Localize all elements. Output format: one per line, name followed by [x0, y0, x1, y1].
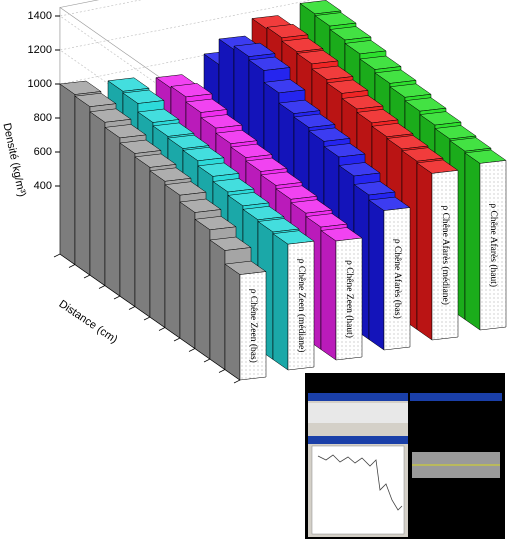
ribbon-slab [321, 228, 362, 361]
y-tick-label: 1000 [28, 78, 52, 90]
x-tick [84, 275, 90, 278]
x-tick [234, 380, 240, 383]
y-tick-label: 1200 [28, 44, 52, 56]
ribbon-slab [225, 261, 266, 380]
x-tick [99, 286, 105, 289]
x-tick [204, 359, 210, 362]
ribbon-slab [465, 150, 506, 330]
y-tick-label: 600 [34, 146, 52, 158]
series-label: ρ Chêne Zeen (haut) [344, 260, 355, 338]
slab-side [165, 185, 180, 338]
slab-side [417, 163, 432, 340]
ribbon-slab [273, 231, 314, 370]
y-axis-label: Densité (kg/m³) [0, 122, 27, 198]
slab-side [60, 84, 75, 265]
slab-side [180, 202, 195, 349]
x-tick [189, 349, 195, 352]
slab-side [465, 153, 480, 330]
x-tick [129, 307, 135, 310]
x-axis-label: Distance (cm) [57, 298, 120, 346]
series-label: ρ Chêne Zeen (médiane) [296, 259, 307, 353]
slab-side [210, 240, 225, 370]
x-tick [159, 328, 165, 331]
x-tick [174, 338, 180, 341]
slab-side [195, 219, 210, 359]
y-tick-label: 1400 [28, 10, 52, 22]
x-tick [219, 370, 225, 373]
series-label: ρ Chêne Afarès (haut) [488, 203, 499, 287]
slab-side [105, 127, 120, 296]
slab-side [321, 231, 336, 361]
slab-side [75, 96, 90, 275]
series-label: ρ Chêne Afarès (médiane) [440, 205, 451, 304]
ribbon-slab [417, 160, 458, 340]
x-tick [69, 265, 75, 268]
slab-side [90, 112, 105, 286]
y-tick-label: 800 [34, 112, 52, 124]
slab-side [120, 143, 135, 307]
x-tick [144, 317, 150, 320]
page: 400 600 800 1000 1200 1400 ρ Chêne Afarès (ha… [0, 0, 517, 539]
chart: 400 600 800 1000 1200 1400 ρ Chêne Afarès (ha… [0, 0, 517, 539]
x-tick [54, 254, 60, 257]
slab-side [225, 264, 240, 380]
x-tick [114, 296, 120, 299]
inset-screenshot [305, 373, 505, 539]
series-label: ρ Chêne Afarès (bas) [392, 239, 403, 319]
series-label: ρ Chêne Zeen (bas) [248, 289, 259, 363]
slab-side [273, 234, 288, 370]
slab-side [135, 157, 150, 317]
slab-side [150, 171, 165, 328]
y-tick-label: 400 [34, 180, 52, 192]
slab-side [369, 200, 384, 350]
ribbon-slab [369, 197, 410, 350]
